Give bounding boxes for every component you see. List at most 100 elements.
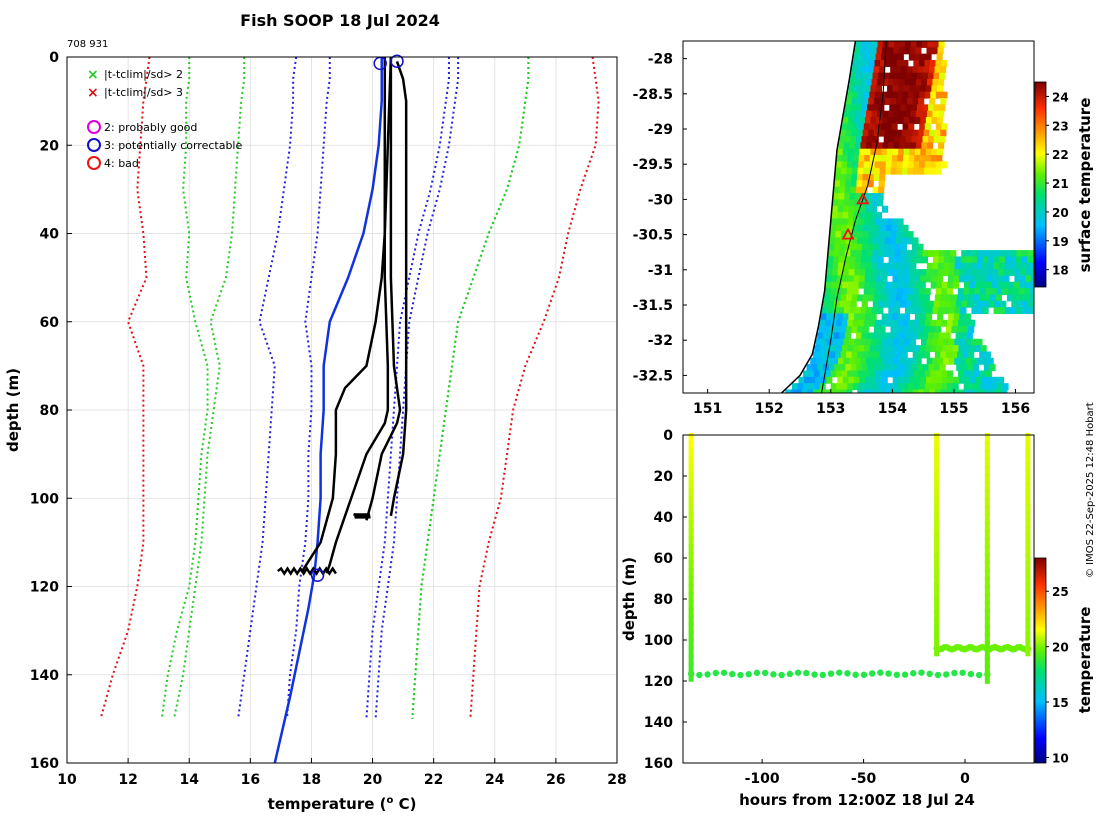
sst-cell	[871, 307, 878, 315]
sst-cell	[845, 237, 853, 245]
sst-cell	[927, 332, 935, 340]
sst-cell	[860, 357, 867, 365]
sst-cell	[857, 326, 864, 334]
sst-cell	[862, 243, 869, 251]
sst-cell	[824, 351, 831, 359]
sst-cell	[963, 370, 970, 378]
section-drop-segment	[984, 584, 990, 596]
sst-cell	[847, 155, 854, 162]
sst-cell	[912, 351, 919, 359]
sst-cell	[912, 389, 919, 393]
sst-colorbar-tick-label: 23	[1052, 119, 1069, 133]
sst-cell	[843, 269, 850, 277]
sst-cell	[981, 376, 988, 384]
sst-cell	[947, 383, 954, 391]
sst-cell	[970, 376, 977, 384]
sst-cell	[853, 313, 861, 321]
sst-cell	[969, 370, 976, 378]
sst-cell	[882, 79, 889, 86]
sst-cell	[939, 104, 946, 112]
sst-cell	[918, 60, 926, 67]
sst-cell	[905, 250, 912, 258]
sst-cell	[892, 117, 899, 124]
sst-cell	[959, 376, 966, 384]
sst-cell	[887, 47, 894, 55]
sst-cell	[1032, 307, 1034, 315]
sst-cell	[915, 110, 923, 118]
sst-cell	[847, 383, 854, 391]
sst-cell	[825, 281, 832, 289]
sst-cell	[837, 148, 844, 156]
sst-cell	[898, 275, 905, 283]
sst-cell	[833, 250, 840, 258]
sst-cell	[824, 389, 831, 393]
sst-cell	[903, 148, 910, 156]
sst-cell	[834, 364, 841, 372]
sst-cell	[857, 129, 864, 137]
sst-cell	[922, 332, 929, 340]
sst-cell	[896, 351, 903, 359]
sst-cell	[851, 237, 858, 245]
sst-cell	[953, 376, 960, 384]
map-xtick-label: 153	[816, 401, 845, 417]
sst-cell	[864, 85, 872, 93]
sst-cell	[924, 123, 931, 131]
sst-cell	[932, 110, 939, 118]
sst-cell	[935, 161, 942, 169]
sst-cell	[909, 376, 916, 384]
sst-cell	[901, 98, 908, 105]
sst-cell	[877, 193, 884, 200]
section-drop-segment	[1025, 475, 1031, 486]
sst-cell	[869, 319, 876, 327]
sst-cell	[912, 294, 919, 302]
sst-cell	[858, 224, 865, 232]
sst-cell	[876, 338, 883, 346]
climatology-envelope-line	[237, 56, 298, 720]
sst-cell	[830, 383, 837, 391]
sst-cell	[812, 364, 819, 372]
sst-cell	[955, 256, 962, 264]
sst-cell	[819, 319, 826, 327]
sst-cell	[815, 338, 822, 346]
section-drop-segment	[1025, 560, 1031, 572]
sst-cell	[923, 389, 930, 393]
sst-cell	[949, 307, 956, 315]
sst-cell	[875, 218, 882, 226]
sst-cell	[829, 351, 836, 359]
sst-cell	[968, 351, 975, 359]
sst-cell	[874, 167, 881, 175]
sst-cell	[813, 370, 821, 378]
sst-cell	[1031, 275, 1034, 283]
sst-cell	[976, 269, 983, 277]
map-ytick-label: -30	[648, 192, 674, 208]
sst-cell	[844, 256, 851, 264]
sst-cell	[984, 389, 991, 393]
profile-line-drop1	[325, 57, 390, 574]
sst-cell	[958, 275, 966, 283]
sst-cell	[828, 243, 835, 251]
section-drop-segment	[688, 536, 694, 547]
sst-cell	[860, 142, 867, 150]
sst-cell	[962, 351, 969, 359]
sst-cell	[869, 224, 876, 232]
sst-cell	[957, 389, 964, 393]
sst-cell	[962, 294, 969, 302]
sst-cell	[931, 117, 938, 124]
sst-cell	[921, 256, 929, 264]
section-drop-segment	[688, 567, 694, 579]
sst-cell	[874, 231, 881, 239]
sst-cell	[988, 250, 996, 258]
sst-cell	[930, 161, 937, 169]
sst-cell	[868, 237, 875, 245]
sst-cell	[875, 275, 883, 283]
sst-cell	[880, 91, 887, 99]
climatology-envelopes	[99, 56, 600, 764]
section-drop-segment	[688, 583, 694, 595]
sst-cell	[872, 300, 879, 308]
sst-cell	[883, 72, 890, 80]
map-xtick-label: 151	[693, 401, 722, 417]
sst-cell	[883, 300, 891, 308]
sst-cell	[921, 307, 928, 315]
sst-cell	[856, 66, 864, 74]
sst-cell	[862, 174, 869, 181]
